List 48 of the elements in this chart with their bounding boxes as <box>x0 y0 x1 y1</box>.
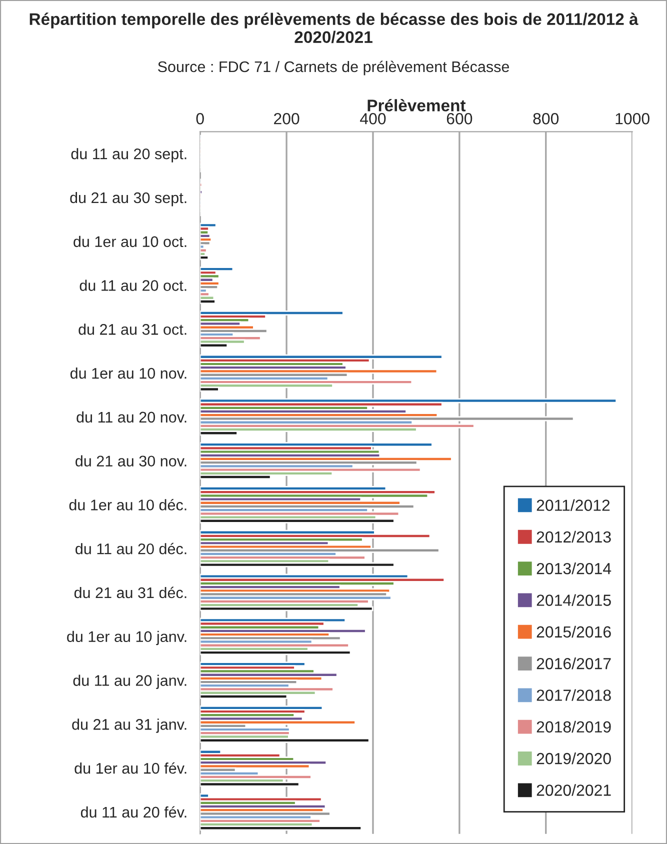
y-tick-label: du 1er au 10 fév. <box>74 762 186 774</box>
bar <box>200 222 217 228</box>
x-tick-label: 200 <box>274 113 300 124</box>
y-tick-label: du 11 au 20 nov. <box>76 411 186 423</box>
chart-title: Répartition temporelle des prélèvements de bécasse des bois de 2011/2012 à 2020/2021 <box>30 12 638 44</box>
y-tick-label: du 21 au 31 janv. <box>72 718 186 733</box>
x-axis-title: Prélèvement <box>368 98 466 112</box>
bar <box>200 826 362 831</box>
bar <box>200 720 356 725</box>
bar <box>200 518 395 524</box>
bar <box>200 606 374 612</box>
y-tick-label: du 1er au 10 janv. <box>67 630 186 646</box>
y-tick-label: du 21 au 31 déc. <box>74 586 186 598</box>
bar <box>200 650 352 656</box>
y-tick-label: du 11 au 20 janv. <box>73 674 186 689</box>
legend-label: 2019/2020 <box>536 752 611 764</box>
bar <box>200 298 216 304</box>
legend-label: 2011/2012 <box>536 499 610 511</box>
legend-label: 2015/2016 <box>536 626 611 638</box>
y-tick-label: du 21 au 30 sept. <box>70 192 186 206</box>
y-tick-label: du 21 au 30 nov. <box>76 455 186 467</box>
legend-label: 2014/2015 <box>536 594 611 606</box>
x-tick-label: 0 <box>196 113 204 124</box>
legend-label: 2016/2017 <box>536 658 611 670</box>
legend-label: 2020/2021 <box>536 784 611 796</box>
x-tick-label: 800 <box>533 113 559 124</box>
bar <box>200 738 370 743</box>
x-tick-label: 400 <box>360 113 386 124</box>
chart-subtitle: Source : FDC 71 / Carnets de prélèvement Bécasse <box>158 60 510 76</box>
bar <box>200 782 300 787</box>
y-tick-label: du 21 au 31 oct. <box>78 324 186 335</box>
y-tick-label: du 11 au 20 fév. <box>80 806 186 818</box>
x-tick-label: 600 <box>446 113 472 124</box>
y-tick-label: du 1er au 10 oct. <box>74 236 186 248</box>
bar <box>200 562 395 568</box>
bar <box>200 240 211 246</box>
legend-label: 2013/2014 <box>536 562 612 574</box>
legend-label: 2017/2018 <box>536 689 611 701</box>
legend-label: 2018/2019 <box>536 720 611 733</box>
y-tick-label: du 11 au 20 sept. <box>71 148 186 162</box>
bar <box>200 190 203 195</box>
y-tick-label: du 11 au 20 oct. <box>80 280 186 291</box>
y-tick-label: du 11 au 20 déc. <box>76 542 186 554</box>
x-tick-label: 1000 <box>616 113 650 124</box>
y-tick-label: du 1er au 10 nov. <box>70 368 186 379</box>
legend-label: 2012/2013 <box>536 530 611 543</box>
bar <box>200 255 210 260</box>
y-tick-label: du 1er au 10 déc. <box>69 498 186 510</box>
